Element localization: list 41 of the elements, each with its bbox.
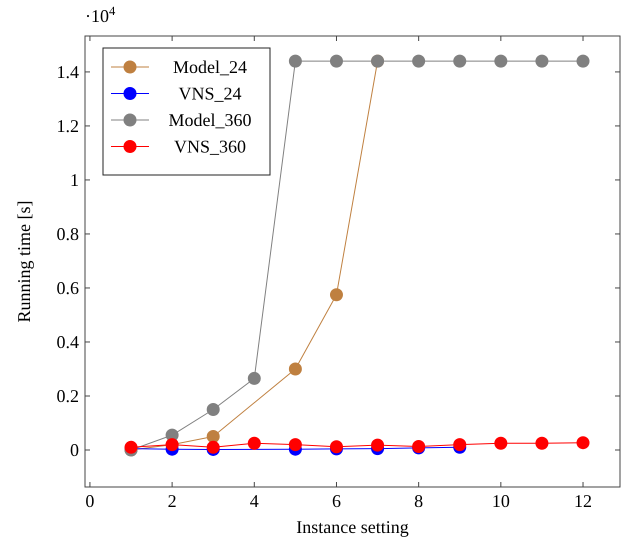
y-axis-title: Running time [s] bbox=[14, 200, 34, 322]
point bbox=[576, 54, 590, 68]
point bbox=[453, 438, 466, 452]
y-tick-label: 0.4 bbox=[56, 332, 79, 352]
legend-label: Model_360 bbox=[168, 110, 252, 130]
x-tick-label: 8 bbox=[414, 491, 424, 511]
point bbox=[330, 288, 343, 302]
point bbox=[288, 362, 302, 376]
point bbox=[248, 372, 261, 385]
text: ·10$^{4}$ bbox=[85, 4, 116, 26]
y-tick-label: 1.2 bbox=[56, 116, 79, 136]
legend-label: Model_24 bbox=[173, 57, 247, 77]
x-tick-label: 2 bbox=[168, 491, 177, 511]
y-tick-label: 1 bbox=[70, 170, 79, 190]
point bbox=[412, 54, 426, 68]
point bbox=[288, 54, 302, 68]
x-tick-label: 10 bbox=[492, 491, 510, 511]
y-tick-label: 0.2 bbox=[56, 386, 79, 406]
point bbox=[248, 436, 261, 450]
y-tick-label: 0 bbox=[70, 440, 79, 460]
point bbox=[330, 54, 343, 68]
y-tick-label: 1.4 bbox=[56, 62, 79, 82]
y-tick-label: 0.8 bbox=[56, 224, 79, 244]
point bbox=[576, 436, 590, 450]
point bbox=[453, 54, 466, 68]
point bbox=[206, 402, 220, 416]
x-tick-label: 4 bbox=[250, 491, 259, 511]
point bbox=[494, 436, 508, 450]
legend-label: VNS_360 bbox=[174, 136, 246, 156]
point bbox=[288, 438, 302, 452]
x-tick-label: 0 bbox=[85, 491, 94, 511]
y-tick-label: 0.6 bbox=[56, 278, 79, 298]
point bbox=[494, 54, 508, 68]
point bbox=[206, 430, 220, 443]
point bbox=[535, 54, 548, 68]
x-tick-label: 6 bbox=[332, 491, 341, 511]
point bbox=[535, 436, 548, 450]
legend-label: VNS_24 bbox=[178, 84, 242, 104]
point bbox=[371, 438, 384, 452]
x-axis-title: Instance setting bbox=[296, 517, 409, 537]
x-tick-label: 12 bbox=[574, 491, 592, 511]
